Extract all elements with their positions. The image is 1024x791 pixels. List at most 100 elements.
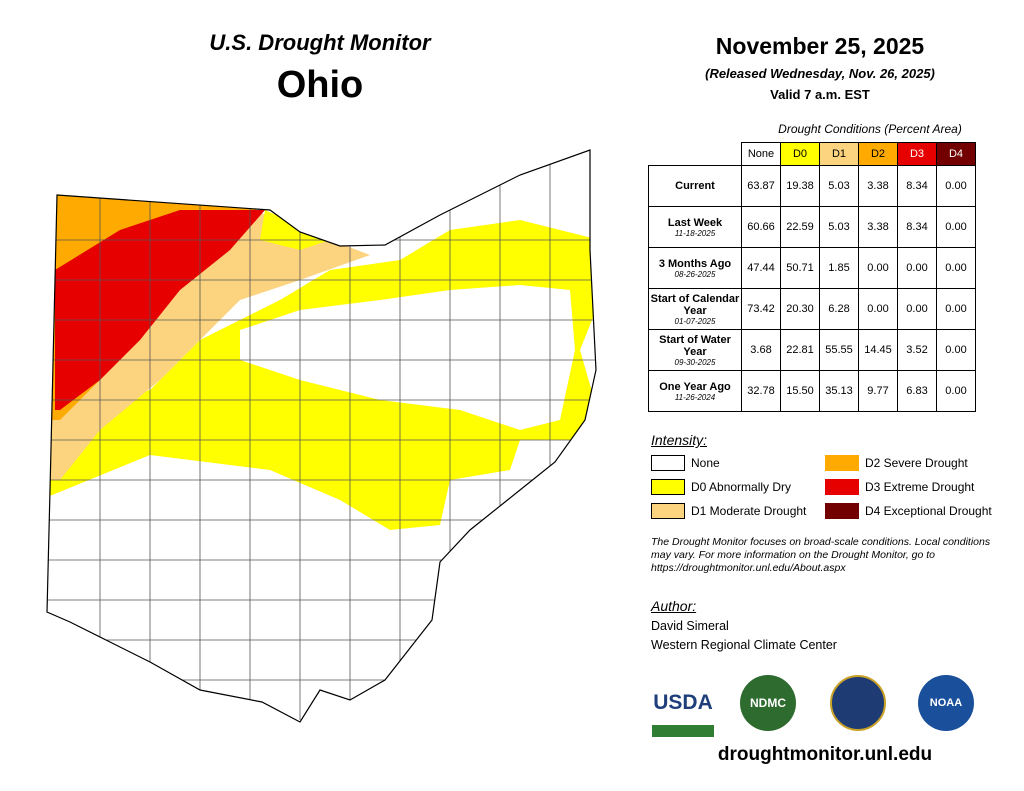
data-row: Current 63.87 19.38 5.03 3.38 8.34 0.00 — [648, 165, 976, 207]
cell: 20.30 — [780, 288, 820, 330]
cell: 0.00 — [936, 206, 976, 248]
legend-item: D3 Extreme Drought — [825, 479, 974, 495]
data-row: Last Week 11-18-2025 60.66 22.59 5.03 3.38 8.3… — [648, 206, 976, 248]
row-name: Current — [675, 180, 715, 192]
cell: 0.00 — [897, 247, 937, 289]
data-row: Start of Calendar Year 01-07-2025 73.42 20.… — [648, 288, 976, 330]
row-name: Last Week — [667, 216, 723, 229]
cell: 1.85 — [819, 247, 859, 289]
cell: 55.55 — [819, 329, 859, 371]
cell: 0.00 — [936, 370, 976, 412]
cell: 3.68 — [741, 329, 781, 371]
row-label: Start of Calendar Year 01-07-2025 — [648, 288, 742, 330]
cell: 73.42 — [741, 288, 781, 330]
legend-item: D4 Exceptional Drought — [825, 503, 992, 519]
row-label: Start of Water Year 09-30-2025 — [648, 329, 742, 371]
author-name: David Simeral — [651, 619, 729, 633]
column-header: D3 — [897, 142, 937, 166]
conditions-table: None D0 D1 D2 D3 D4 Current 63.87 19.38 5.03 3.38 8… — [648, 142, 976, 412]
data-row: One Year Ago 11-26-2024 32.78 15.50 35.13 9.7… — [648, 370, 976, 412]
cell: 32.78 — [741, 370, 781, 412]
header-row: None D0 D1 D2 D3 D4 — [649, 142, 976, 166]
cell: 60.66 — [741, 206, 781, 248]
url: droughtmonitor.unl.edu — [717, 744, 933, 765]
row-date: 09-30-2025 — [674, 357, 716, 367]
legend-item: D2 Severe Drought — [825, 455, 968, 471]
seal — [830, 675, 886, 731]
legend-label: D1 Moderate Drought — [691, 504, 807, 518]
data-row: 3 Months Ago 08-26-2025 47.44 50.71 1.85 0.00… — [648, 247, 976, 289]
blank — [649, 143, 742, 166]
data-row: Start of Water Year 09-30-2025 3.68 22.81 55… — [648, 329, 976, 371]
cell: 9.77 — [858, 370, 898, 412]
logo: NOAA — [918, 675, 974, 731]
cell: 22.81 — [780, 329, 820, 371]
cell: 19.38 — [780, 165, 820, 207]
cell: 3.38 — [858, 165, 898, 207]
title: U.S. Drought Monitor — [209, 30, 431, 55]
legend-swatch — [651, 479, 685, 495]
cell: 47.44 — [741, 247, 781, 289]
legend-label: D2 Severe Drought — [865, 456, 968, 470]
legend-label: D0 Abnormally Dry — [691, 480, 792, 494]
cell: 8.34 — [897, 165, 937, 207]
column-header: None — [741, 142, 781, 166]
legend-item: None — [651, 455, 720, 471]
legend-swatch — [825, 455, 859, 471]
legend-swatch — [825, 503, 859, 519]
map — [46, 149, 597, 723]
county-lines — [47, 150, 596, 720]
logo: USDA — [652, 680, 714, 737]
note: The Drought Monitor focuses on broad-sca… — [651, 536, 991, 574]
row-label: Current — [648, 165, 742, 207]
legend-label: D3 Extreme Drought — [865, 480, 975, 494]
row-name: Start of Calendar Year — [650, 292, 740, 317]
legend-title: Intensity: — [651, 432, 708, 448]
row-date: 11-26-2024 — [674, 392, 716, 402]
row-date: 11-18-2025 — [674, 228, 716, 238]
valid-time: Valid 7 a.m. EST — [770, 87, 870, 102]
cell: 14.45 — [858, 329, 898, 371]
cell: 50.71 — [780, 247, 820, 289]
legend-swatch — [651, 455, 685, 471]
legend-item: D1 Moderate Drought — [651, 503, 806, 519]
cell: 0.00 — [936, 288, 976, 330]
cell: 8.34 — [897, 206, 937, 248]
drought-areas — [47, 190, 596, 530]
column-header: D2 — [858, 142, 898, 166]
table-caption: Drought Conditions (Percent Area) — [778, 122, 962, 136]
released: (Released Wednesday, Nov. 26, 2025) — [705, 66, 935, 81]
row-date: 08-26-2025 — [674, 269, 716, 279]
cell: 5.03 — [819, 165, 859, 207]
legend-swatch — [651, 503, 685, 519]
column-header: D4 — [936, 142, 976, 166]
logo: NDMC — [740, 675, 796, 731]
cell: 6.83 — [897, 370, 937, 412]
cell: 0.00 — [858, 247, 898, 289]
cell: 5.03 — [819, 206, 859, 248]
state-name: Ohio — [276, 64, 364, 106]
legend-item: D0 Abnormally Dry — [651, 479, 791, 495]
row-label: 3 Months Ago 08-26-2025 — [648, 247, 742, 289]
author-heading: Author: — [651, 598, 697, 614]
cell: 6.28 — [819, 288, 859, 330]
cell: 15.50 — [780, 370, 820, 412]
legend-label: None — [691, 456, 720, 470]
cell: 3.52 — [897, 329, 937, 371]
cell: 0.00 — [936, 247, 976, 289]
cell: 35.13 — [819, 370, 859, 412]
column-header: D1 — [819, 142, 859, 166]
row-name: 3 Months Ago — [658, 257, 732, 270]
author-org: Western Regional Climate Center — [651, 638, 837, 652]
cell: 0.00 — [936, 329, 976, 371]
cell: 0.00 — [858, 288, 898, 330]
row-name: Start of Water Year — [659, 333, 731, 358]
cell: 0.00 — [897, 288, 937, 330]
row-label: One Year Ago 11-26-2024 — [648, 370, 742, 412]
row-name: One Year Ago — [659, 380, 731, 393]
legend-label: D4 Exceptional Drought — [865, 504, 992, 518]
row-label: Last Week 11-18-2025 — [648, 206, 742, 248]
cell: 22.59 — [780, 206, 820, 248]
cell: 63.87 — [741, 165, 781, 207]
